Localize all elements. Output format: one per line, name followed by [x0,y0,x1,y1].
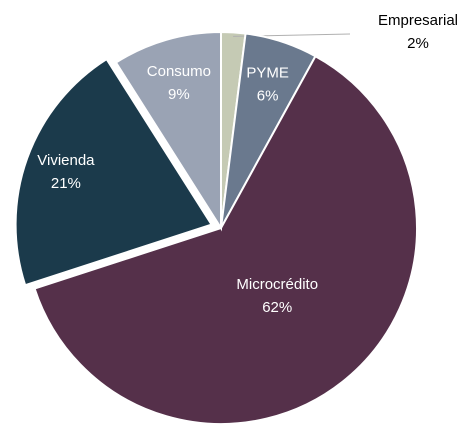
slice-value-label: 62% [262,299,292,316]
slice-value-label: 9% [168,86,190,103]
slice-label: PYME [246,64,289,81]
slice-label: Microcrédito [236,276,318,293]
pie-slice [114,30,222,232]
slice-label: Consumo [147,63,211,80]
slice-label: Empresarial [378,12,458,29]
slice-value-label: 2% [407,35,429,52]
pie-slice [14,57,214,287]
slice-value-label: 6% [257,87,279,104]
slice-label: Vivienda [37,152,95,169]
pie-slice [33,54,418,424]
slice-value-label: 21% [51,175,81,192]
